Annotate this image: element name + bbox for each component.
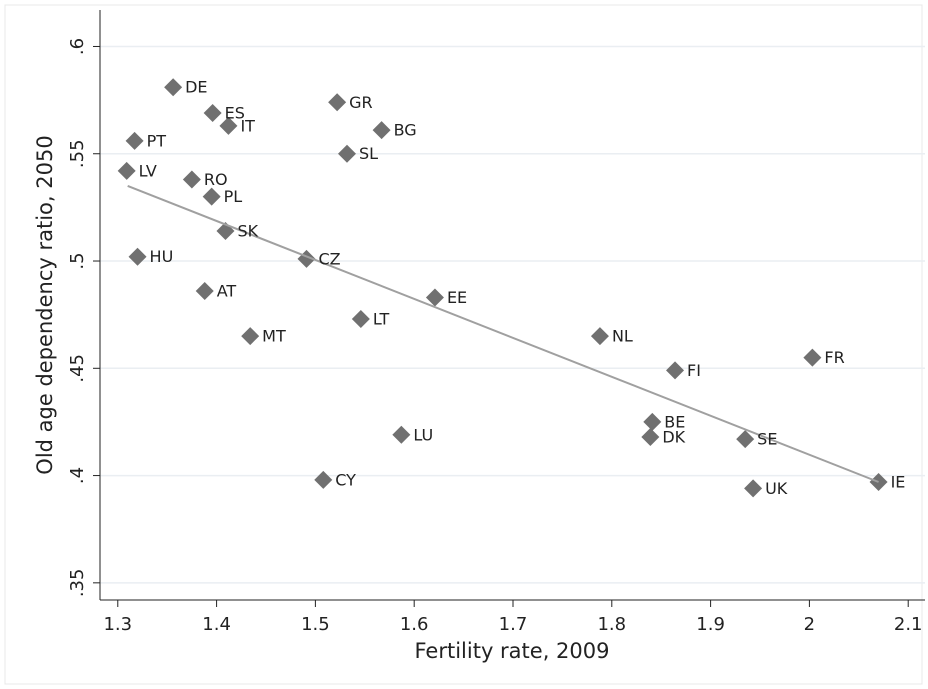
- point: [425, 288, 444, 307]
- x-tick-label: 1.6: [400, 614, 429, 635]
- point: [219, 116, 238, 135]
- y-tick-label: .35: [67, 569, 88, 598]
- point: [314, 470, 333, 489]
- point: [328, 93, 347, 112]
- point-label: RO: [204, 170, 228, 189]
- point: [164, 78, 183, 97]
- point-label: PT: [147, 131, 167, 150]
- point-label: PL: [224, 187, 243, 206]
- y-tick-label: .45: [67, 354, 88, 383]
- y-tick-label: .55: [67, 139, 88, 168]
- y-tick-label: .5: [67, 252, 88, 269]
- x-tick-label: 1.4: [202, 614, 231, 635]
- fit-line: [127, 184, 879, 483]
- point-label: IT: [240, 116, 255, 135]
- x-tick-label: 2: [804, 614, 815, 635]
- point-label: BG: [394, 121, 417, 140]
- x-tick-label: 1.9: [696, 614, 725, 635]
- point: [590, 327, 609, 346]
- point-label: BE: [664, 412, 685, 431]
- point-label: HU: [150, 247, 174, 266]
- point: [744, 479, 763, 498]
- x-tick-label: 2.1: [894, 614, 923, 635]
- point: [125, 131, 144, 150]
- point: [338, 144, 357, 163]
- point: [392, 425, 411, 444]
- point: [202, 187, 221, 206]
- x-tick-label: 1.5: [301, 614, 330, 635]
- point: [117, 161, 136, 180]
- point-label: GR: [349, 93, 373, 112]
- point: [241, 327, 260, 346]
- point-label: LV: [139, 161, 157, 180]
- point-label: FI: [687, 361, 701, 380]
- point: [195, 282, 214, 301]
- frame: [4, 4, 923, 685]
- point-label: CY: [335, 470, 356, 489]
- point-label: UK: [765, 479, 788, 498]
- x-tick-label: 1.8: [597, 614, 626, 635]
- point: [182, 170, 201, 189]
- point-label: EE: [447, 288, 467, 307]
- point: [351, 309, 370, 328]
- point-label: IE: [891, 473, 906, 492]
- point-label: NL: [612, 327, 633, 346]
- point: [203, 103, 222, 122]
- point-label: AT: [217, 282, 237, 301]
- point: [736, 430, 755, 449]
- point-label: LU: [413, 425, 433, 444]
- point-label: MT: [262, 327, 286, 346]
- point: [643, 412, 662, 431]
- point-label: SL: [359, 144, 378, 163]
- point-label: FR: [824, 348, 844, 367]
- point: [128, 247, 147, 266]
- point-label: SK: [237, 221, 258, 240]
- point-label: ES: [225, 103, 245, 122]
- y-tick-label: .6: [67, 38, 88, 55]
- y-tick-label: .4: [67, 467, 88, 484]
- point-label: SE: [757, 430, 777, 449]
- x-axis-title: Fertility rate, 2009: [414, 639, 609, 663]
- point: [372, 121, 391, 140]
- point: [666, 361, 685, 380]
- x-tick-label: 1.7: [499, 614, 528, 635]
- point-label: DE: [185, 78, 207, 97]
- point-label: DK: [662, 427, 685, 446]
- y-axis-title: Old age dependency ratio, 2050: [33, 135, 57, 474]
- point: [297, 249, 316, 268]
- point-label: LT: [373, 309, 390, 328]
- point-label: CZ: [318, 249, 340, 268]
- point: [803, 348, 822, 367]
- x-tick-label: 1.3: [103, 614, 132, 635]
- point: [641, 427, 660, 446]
